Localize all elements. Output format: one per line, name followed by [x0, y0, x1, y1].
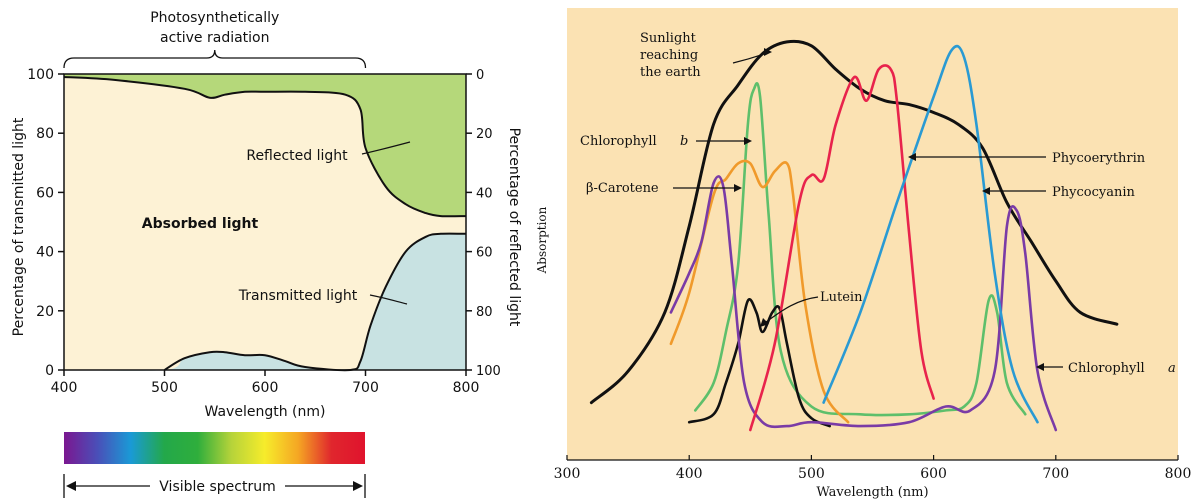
right-x-tick-label: 700	[1042, 466, 1069, 482]
reflected-area	[64, 74, 466, 217]
chlorophyll-a-arrowhead	[1036, 363, 1044, 371]
right-y-axis-label: Percentage of reflected light	[506, 128, 522, 327]
left-y-axis-label: Percentage of transmitted light	[11, 117, 27, 336]
par-label-line1: Photosynthetically	[150, 10, 279, 26]
spectrum-arrowhead-left	[66, 481, 76, 491]
phycoerythrin-label: Phycoerythrin	[1052, 151, 1146, 166]
sunlight-arrowhead	[764, 48, 772, 56]
right-x-tick-label: 300	[554, 466, 581, 482]
phycocyanin-label: Phycocyanin	[1052, 185, 1135, 200]
series-lutein	[687, 298, 831, 428]
right-y-tick-label: 40	[476, 186, 493, 201]
series-phycocyanin	[822, 44, 1039, 424]
left-x-tick-label: 600	[252, 380, 279, 396]
left-y-tick-label: 0	[45, 363, 54, 379]
carotene-label: β-Carotene	[586, 181, 659, 196]
left-y-tick-label: 60	[36, 185, 54, 201]
series-carotene	[669, 159, 850, 424]
chlorophyll-a-italic: a	[1168, 361, 1176, 376]
right-x-tick-label: 600	[920, 466, 947, 482]
sunlight-label-line1: Sunlight	[640, 31, 697, 46]
par-label-line2: active radiation	[160, 30, 270, 46]
reflected-light-label: Reflected light	[246, 148, 348, 164]
lutein-pointer	[765, 296, 819, 323]
chlorophyll-b-italic: b	[680, 134, 688, 149]
visible-spectrum-bar	[64, 432, 365, 464]
absorbed-light-label: Absorbed light	[142, 216, 259, 232]
series-phycoerythrin	[749, 64, 935, 432]
right-x-tick-label: 400	[676, 466, 703, 482]
right-x-axis-label: Wavelength (nm)	[816, 485, 928, 500]
right-y-tick-label: 0	[476, 68, 484, 83]
par-brace	[63, 49, 367, 69]
chlorophyll-a-label: Chlorophyll	[1068, 361, 1145, 376]
left-x-tick-label: 800	[453, 380, 480, 396]
sunlight-label-line2: reaching	[640, 48, 698, 63]
chlorophyll-b-arrowhead	[744, 137, 752, 145]
lutein-label: Lutein	[820, 290, 863, 305]
left-x-tick-label: 700	[352, 380, 379, 396]
phycocyanin-arrowhead	[982, 187, 990, 195]
series-chlorophyll-a	[669, 175, 1058, 432]
lutein-arrowhead	[760, 318, 769, 327]
spectrum-arrowhead-right	[353, 481, 363, 491]
left-y-tick-label: 20	[36, 304, 54, 320]
left-y-tick-label: 40	[36, 245, 54, 261]
sunlight-label-line3: the earth	[640, 65, 701, 80]
left-y-tick-label: 80	[36, 126, 54, 142]
left-x-tick-label: 400	[51, 380, 78, 396]
carotene-arrowhead	[734, 184, 742, 192]
sunlight-pointer	[732, 53, 765, 64]
right-y-tick-label: 80	[476, 305, 493, 320]
left-y-tick-label: 100	[27, 67, 54, 83]
chlorophyll-b-label: Chlorophyll	[580, 134, 657, 149]
left-x-axis-label: Wavelength (nm)	[205, 404, 326, 420]
transmitted-pointer	[369, 294, 408, 305]
right-x-tick-label: 500	[798, 466, 825, 482]
reflected-curve	[63, 76, 467, 218]
phycoerythrin-arrowhead	[908, 153, 916, 161]
right-y-tick-label: 100	[476, 364, 501, 379]
left-x-tick-label: 500	[151, 380, 178, 396]
visible-spectrum-label: Visible spectrum	[159, 479, 275, 495]
transmitted-light-label: Transmitted light	[238, 288, 358, 304]
right-y-tick-label: 20	[476, 127, 493, 142]
right-y-tick-label: 60	[476, 246, 493, 261]
right-y-axis-label: Absorption	[535, 206, 549, 274]
right-x-tick-label: 800	[1165, 466, 1192, 482]
reflected-pointer	[361, 141, 411, 155]
transmitted-area	[64, 233, 466, 371]
